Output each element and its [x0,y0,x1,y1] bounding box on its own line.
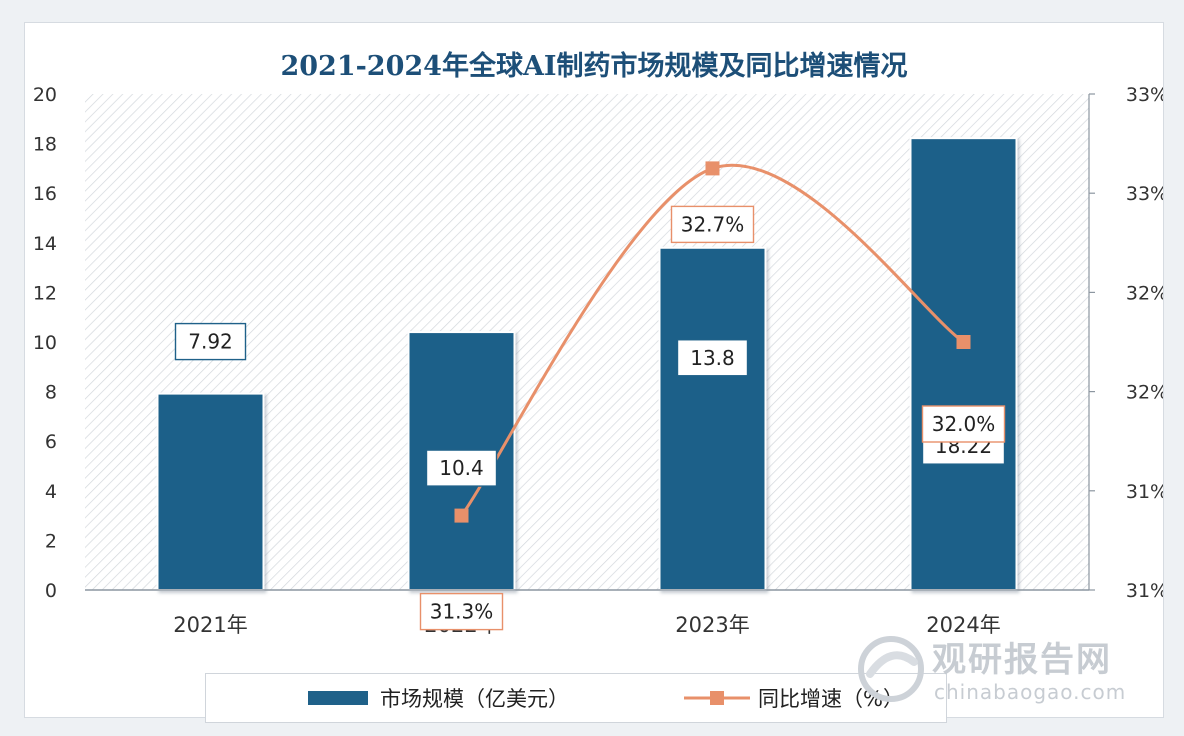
line-data-label: 32.7% [670,205,755,244]
chart-svg: 2021-2024年全球AI制药市场规模及同比增速情况 0 2 4 6 8 10 12 14 1… [33,50,1163,637]
legend: 市场规模（亿美元） 同比增速（%） [205,673,947,723]
line-data-label-box [921,405,1006,443]
watermark-logo-icon [858,636,924,702]
bar [909,137,1018,591]
left-tick-label: 20 [33,84,57,106]
legend-item-market-size: 市场规模（亿美元） [308,674,569,722]
left-tick-label: 16 [33,183,57,205]
line-data-label-box [419,592,504,631]
bar-data-label: 13.8 [676,339,749,377]
right-tick-label: 33% [1126,183,1163,205]
line-marker [705,161,720,176]
line-series [454,161,971,523]
right-tick-label: 31% [1126,580,1163,602]
bar-data-label: 7.92 [174,322,247,361]
bar-data-label-box [425,449,498,487]
line-data-label-box [670,205,755,244]
line-data-label: 31.3% [419,592,504,631]
line-data-label: 32.0% [921,405,1006,443]
legend-line-swatch [684,691,750,705]
bar-data-label-text: 13.8 [690,346,735,370]
line-data-label-text: 32.7% [681,212,745,236]
left-tick-label: 12 [33,282,57,304]
chart-frame: 2021-2024年全球AI制药市场规模及同比增速情况 0 2 4 6 8 10 12 14 1… [24,22,1164,723]
line-marker [454,508,469,523]
bar-data-label: 10.4 [425,449,498,487]
left-tick-label: 8 [45,382,57,404]
right-tick-label: 33% [1126,84,1163,106]
right-y-axis: 31% 31% 32% 32% 33% 33% [1088,84,1163,602]
bar-data-label-box [676,339,749,377]
chart-title: 2021-2024年全球AI制药市场规模及同比增速情况 [280,50,907,82]
watermark-en: chinabaogao.com [934,680,1127,704]
watermark: 观研报告网 chinabaogao.com [856,628,1156,708]
legend-bar-swatch [308,691,368,705]
left-tick-label: 4 [45,481,57,503]
left-tick-label: 18 [33,134,57,156]
right-tick-label: 31% [1126,481,1163,503]
left-tick-label: 10 [33,332,57,354]
watermark-cn: 观研报告网 [932,640,1112,680]
legend-label-market-size: 市场规模（亿美元） [380,687,569,711]
right-tick-label: 32% [1126,282,1163,304]
line-data-label-text: 32.0% [932,412,996,436]
line-data-label-text: 31.3% [430,600,494,624]
left-tick-label: 0 [45,580,57,602]
bar [156,392,265,592]
bar-data-label-box [174,322,247,361]
left-tick-label: 14 [33,233,57,255]
left-tick-label: 6 [45,431,57,453]
bar [658,246,767,591]
x-tick-label: 2021年 [173,613,247,637]
left-y-axis: 0 2 4 6 8 10 12 14 16 18 20 [33,84,57,602]
bar-data-label-text: 7.92 [188,330,233,354]
line-marker [956,335,971,349]
left-tick-label: 2 [45,530,57,552]
bar-data-label-text: 10.4 [439,456,484,480]
x-tick-label: 2023年 [675,613,749,637]
x-tick-label: 2024年 [926,613,1000,637]
right-tick-label: 32% [1126,382,1163,404]
